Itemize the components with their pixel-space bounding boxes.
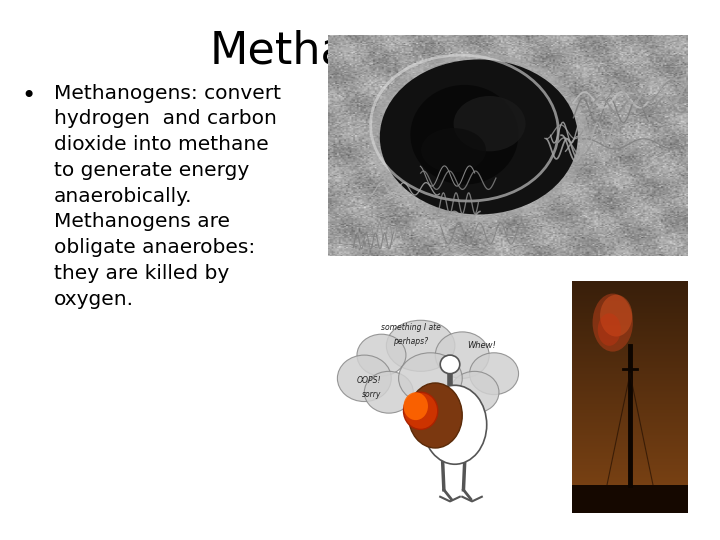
Text: Methanogens: Methanogens xyxy=(210,30,510,73)
Ellipse shape xyxy=(408,383,462,448)
Circle shape xyxy=(440,355,460,374)
Ellipse shape xyxy=(598,313,621,346)
Ellipse shape xyxy=(454,96,526,151)
Text: OOPS!: OOPS! xyxy=(357,376,382,385)
Ellipse shape xyxy=(593,294,633,352)
Ellipse shape xyxy=(338,355,391,402)
Bar xyxy=(572,485,688,513)
Ellipse shape xyxy=(357,334,406,376)
Ellipse shape xyxy=(399,353,462,404)
Ellipse shape xyxy=(410,85,518,185)
Ellipse shape xyxy=(600,295,632,336)
Ellipse shape xyxy=(403,392,428,420)
Ellipse shape xyxy=(469,353,518,395)
Ellipse shape xyxy=(421,128,486,172)
Text: something I ate: something I ate xyxy=(381,323,441,332)
Ellipse shape xyxy=(369,53,589,221)
Text: •: • xyxy=(22,84,36,107)
Ellipse shape xyxy=(436,332,489,379)
Ellipse shape xyxy=(369,53,589,221)
Ellipse shape xyxy=(387,320,455,372)
Text: sorry: sorry xyxy=(362,390,382,399)
Text: Whew!: Whew! xyxy=(467,341,496,350)
Ellipse shape xyxy=(450,372,499,413)
Text: perhaps?: perhaps? xyxy=(393,336,428,346)
Ellipse shape xyxy=(364,372,413,413)
Ellipse shape xyxy=(423,386,487,464)
Ellipse shape xyxy=(403,392,438,429)
Ellipse shape xyxy=(380,59,578,214)
Text: Methanogens: convert
hydrogen  and carbon
dioxide into methane
to generate energ: Methanogens: convert hydrogen and carbon… xyxy=(54,84,281,309)
